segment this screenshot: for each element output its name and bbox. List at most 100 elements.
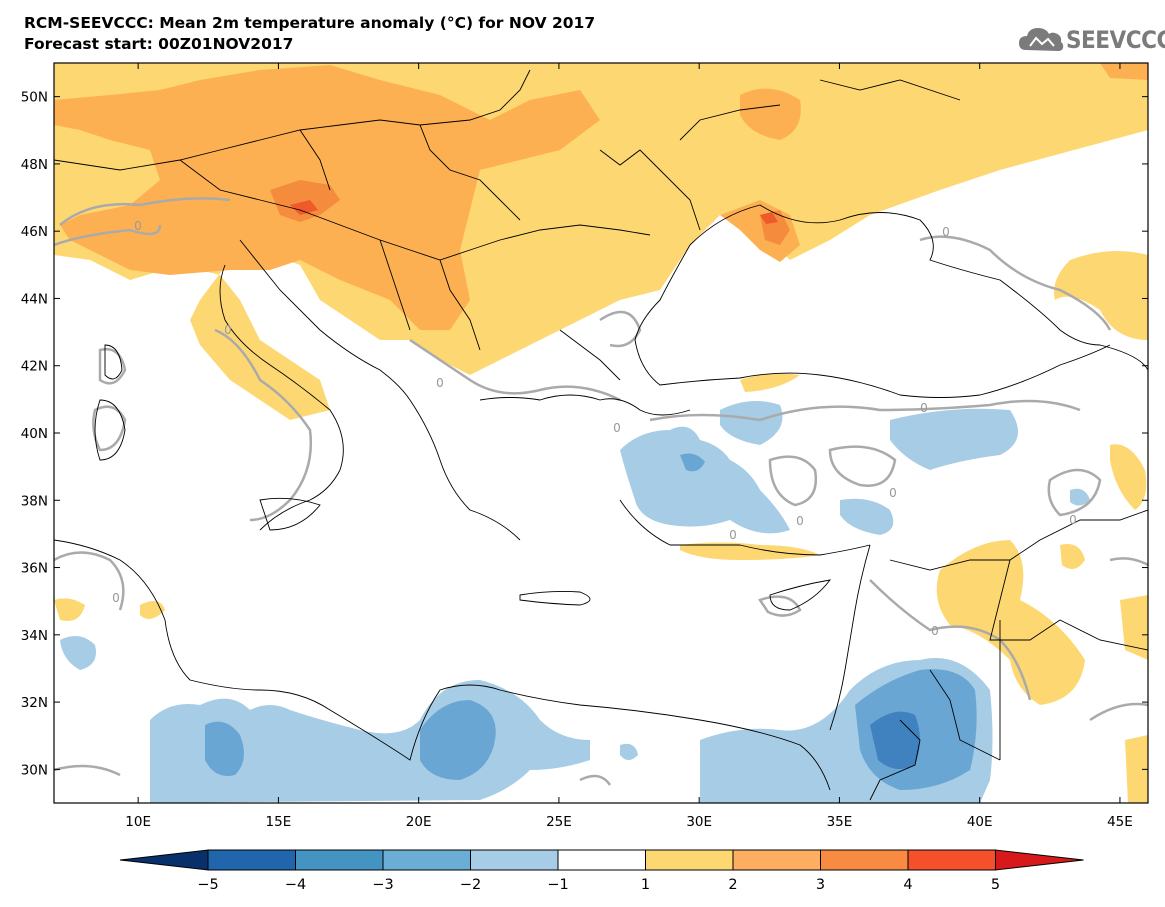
colorbar-label: 5 (991, 877, 1000, 893)
contour-label: 0 (796, 514, 804, 528)
lat-label: 34N (21, 628, 48, 644)
levant-coast (829, 544, 871, 731)
black-sea-coast (634, 204, 1148, 398)
lon-label: 35E (827, 814, 853, 830)
warm-anomaly-region (1054, 251, 1148, 340)
colorbar-segment (820, 849, 909, 871)
contour-label: 0 (613, 421, 621, 435)
colorbar-segment (470, 849, 559, 871)
colorbar-label: −2 (460, 877, 481, 893)
map-field (54, 63, 1148, 803)
lon-label: 40E (967, 814, 993, 830)
corsica (104, 344, 123, 380)
colorbar-label: 4 (903, 877, 912, 893)
north-africa-coast (54, 539, 831, 791)
colorbar-segment (382, 849, 471, 871)
warm-anomaly-region (1100, 63, 1148, 80)
cloud-icon (1019, 28, 1064, 51)
colorbar-segment (907, 849, 996, 871)
contour-label: 0 (942, 225, 950, 239)
zero-contours (54, 197, 1148, 786)
colorbar-label: 3 (816, 877, 825, 893)
turkey-south-coast (619, 499, 871, 556)
cool-anomaly-region (840, 498, 894, 535)
lat-label: 48N (21, 157, 48, 173)
warm-anomaly-region (1120, 595, 1148, 660)
warm-anomaly-region (1125, 735, 1148, 803)
contour-label: 0 (224, 323, 232, 337)
colorbar-label: −3 (372, 877, 393, 893)
lat-label: 46N (21, 224, 48, 240)
cool-anomaly-region (60, 636, 96, 670)
colorbar-extend-high (995, 849, 1084, 871)
cool-anomaly-region (420, 700, 496, 780)
colorbar-label: −4 (285, 877, 306, 893)
cool-anomaly-region (620, 426, 790, 534)
inland-borders (54, 69, 1148, 801)
warm-anomaly-region (740, 373, 800, 392)
colorbar-segment (557, 849, 646, 871)
coastlines-borders (54, 69, 1148, 801)
colorbar-label: 1 (641, 877, 650, 893)
lon-label: 25E (546, 814, 572, 830)
contour-label: 0 (889, 486, 897, 500)
colorbar-segment (732, 849, 821, 871)
colorbar-label: −5 (197, 877, 218, 893)
logo-text: SEEVCCC (1066, 26, 1165, 54)
contour-label: 0 (1069, 513, 1077, 527)
contour-label: 0 (112, 591, 120, 605)
warm-anomaly-region (936, 540, 1085, 705)
cool-anomaly-region (205, 721, 244, 776)
warm-anomaly-region (270, 180, 340, 222)
italy-south (259, 469, 341, 531)
warm-anomaly-region (54, 598, 85, 621)
lon-label: 45E (1107, 814, 1133, 830)
contour-label: 0 (920, 401, 928, 415)
colorbar-extend-low (119, 849, 209, 871)
warm-anomaly-region (740, 88, 801, 140)
aegean-coast (409, 394, 691, 541)
colorbar-label: −1 (547, 877, 568, 893)
seevccc-logo: SEEVCCC (1018, 24, 1165, 54)
contour-label: 0 (134, 219, 142, 233)
lon-label: 20E (406, 814, 432, 830)
lat-label: 30N (21, 762, 48, 778)
warm-anomaly-region (680, 542, 820, 560)
sicily (259, 497, 321, 531)
warm-anomaly-region (1110, 444, 1147, 510)
colorbar: −5 −4 −3 −2 −1 1 2 3 4 5 (119, 849, 1084, 893)
warm-anomaly-region (290, 200, 318, 215)
lat-label: 32N (21, 695, 48, 711)
lon-label: 10E (125, 814, 151, 830)
lat-label: 42N (21, 359, 48, 375)
warm-anomaly-region (1060, 544, 1085, 569)
map-title: RCM-SEEVCCC: Mean 2m temperature anomaly… (24, 14, 596, 32)
lon-label: 30E (686, 814, 712, 830)
cool-anomaly-region (620, 743, 638, 760)
forecast-start-label: Forecast start: 00Z01NOV2017 (24, 35, 294, 53)
lon-label: 15E (266, 814, 292, 830)
cool-anomaly-region (890, 408, 1018, 470)
lat-label: 44N (21, 291, 48, 307)
sardinia (94, 399, 126, 461)
latitude-axis: 50N 48N 46N 44N 42N 40N 38N 36N 34N 32N 30N (21, 90, 1148, 778)
lat-label: 50N (21, 90, 48, 106)
cyprus (769, 579, 832, 611)
lat-label: 36N (21, 561, 48, 577)
warm-anomaly-region (760, 212, 778, 224)
contour-label: 0 (931, 624, 939, 638)
colorbar-segment (295, 849, 384, 871)
cool-anomaly-region (1070, 488, 1090, 506)
cool-anomaly-region (870, 711, 920, 769)
cool-anomaly-region (680, 453, 705, 472)
longitude-axis: 10E 15E 20E 25E 30E 35E 40E 45E (125, 63, 1133, 830)
lat-label: 38N (21, 493, 48, 509)
crete (519, 590, 591, 606)
colorbar-segment (207, 849, 296, 871)
contour-label: 0 (729, 528, 737, 542)
colorbar-segment (645, 849, 734, 871)
adriatic-coast (219, 239, 411, 471)
lat-label: 40N (21, 426, 48, 442)
cool-anomaly-region (720, 401, 783, 445)
